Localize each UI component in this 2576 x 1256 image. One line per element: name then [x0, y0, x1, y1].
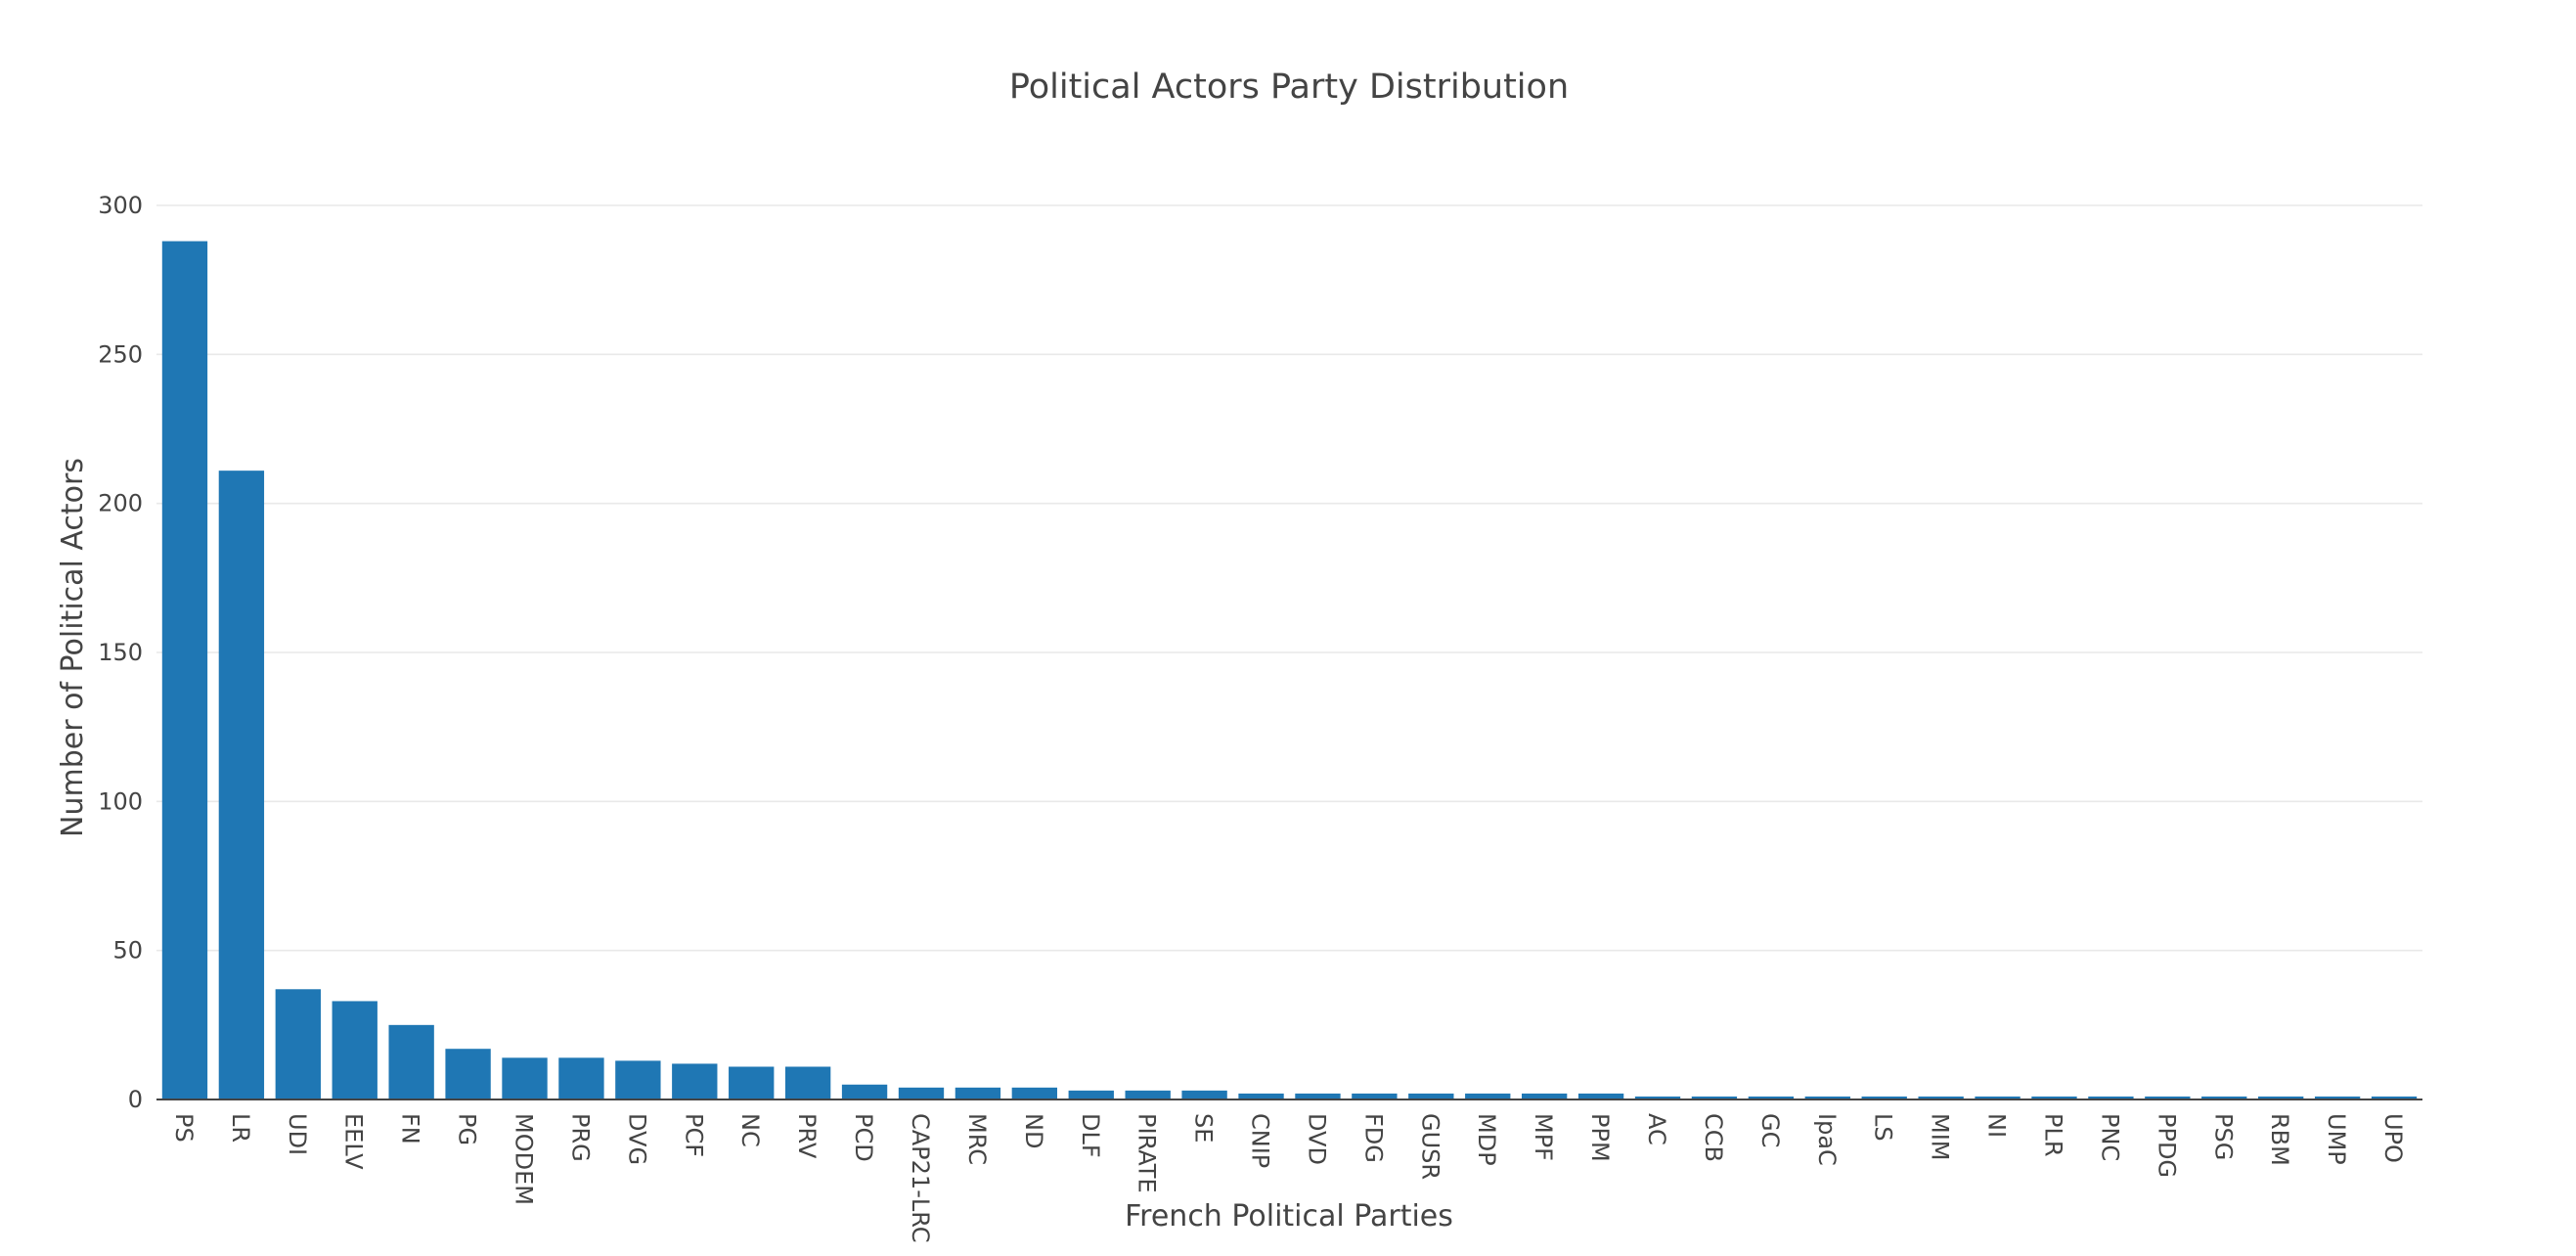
x-tick-label: PSG	[2209, 1113, 2237, 1160]
bar-dvd	[1295, 1093, 1341, 1099]
bar-gc	[1748, 1096, 1795, 1099]
bar-ppdg	[2145, 1096, 2191, 1099]
x-tick-label: MRC	[963, 1113, 991, 1165]
x-tick-label: MIM	[1927, 1113, 1954, 1161]
y-tick-label: 150	[98, 639, 143, 666]
bar-modem	[502, 1057, 548, 1099]
x-tick-label: RBM	[2266, 1113, 2293, 1166]
bar-dlf	[1068, 1090, 1114, 1099]
x-tick-label: PPDG	[2153, 1113, 2180, 1178]
bar-ipac	[1804, 1096, 1850, 1099]
bar-ump	[2314, 1096, 2361, 1099]
x-tick-label: PLR	[2039, 1113, 2066, 1157]
bar-udi	[275, 989, 321, 1099]
bar-dvg	[615, 1060, 661, 1099]
bar-prv	[784, 1066, 831, 1099]
y-tick-label: 250	[98, 340, 143, 368]
y-tick-label: 50	[112, 937, 143, 964]
x-tick-label: PRG	[566, 1113, 594, 1162]
bar-ccb	[1691, 1096, 1738, 1099]
bar-pirate	[1125, 1090, 1171, 1099]
bar-ps	[161, 241, 208, 1099]
bar-ppm	[1577, 1093, 1624, 1099]
x-tick-label: IpaC	[1813, 1113, 1841, 1166]
bar-prg	[558, 1057, 604, 1099]
bar-plr	[2031, 1096, 2077, 1099]
x-tick-label: PCF	[680, 1113, 707, 1157]
x-tick-label: GC	[1756, 1113, 1784, 1147]
bars	[161, 241, 2418, 1099]
x-tick-label: PNC	[2096, 1113, 2123, 1161]
bar-pcf	[672, 1063, 718, 1099]
bar-lr	[218, 471, 265, 1099]
bar-eelv	[332, 1001, 378, 1099]
bar-pcd	[841, 1084, 888, 1099]
gridlines	[156, 204, 2422, 952]
bar-upo	[2371, 1096, 2418, 1099]
x-tick-label: PCD	[850, 1113, 877, 1162]
bar-mim	[1918, 1096, 1964, 1099]
x-tick-label: MDP	[1473, 1113, 1500, 1166]
x-tick-label: DVG	[623, 1113, 650, 1165]
bar-ac	[1634, 1096, 1681, 1099]
bar-rbm	[2258, 1096, 2304, 1099]
x-tick-label: SE	[1190, 1113, 1218, 1143]
x-tick-label: CNIP	[1247, 1113, 1274, 1168]
bar-fn	[388, 1024, 434, 1099]
bar-ni	[1975, 1096, 2021, 1099]
x-tick-label: DVD	[1303, 1113, 1330, 1165]
x-tick-label: MODEM	[511, 1113, 538, 1205]
x-tick-label: MPF	[1530, 1113, 1557, 1161]
x-tick-label: NI	[1983, 1113, 2011, 1138]
x-tick-label: UMP	[2323, 1113, 2350, 1165]
x-tick-label: DLF	[1077, 1113, 1104, 1158]
bar-psg	[2201, 1096, 2247, 1099]
bar-se	[1181, 1090, 1227, 1099]
y-axis-ticks: 0 50 100 150 200 250 300	[98, 192, 143, 1113]
x-tick-label: UPO	[2379, 1113, 2407, 1163]
x-tick-label: PRV	[793, 1113, 821, 1159]
bar-nc	[729, 1066, 775, 1099]
y-tick-label: 100	[98, 787, 143, 815]
y-tick-label: 200	[98, 490, 143, 517]
x-tick-label: CAP21-LRC	[907, 1113, 934, 1242]
bar-ls	[1861, 1096, 1907, 1099]
bar-nd	[1011, 1087, 1058, 1099]
x-tick-label: PIRATE	[1133, 1113, 1161, 1193]
x-axis-ticks: PS LR UDI EELV FN PG MODEM PRG DVG PCF NC PRV PCD CAP…	[170, 1113, 2407, 1242]
y-axis-label: Number of Political Actors	[56, 458, 90, 837]
x-tick-label: ND	[1020, 1113, 1047, 1148]
bar-mpf	[1521, 1093, 1568, 1099]
bar-cap21-lrc	[898, 1087, 945, 1099]
x-tick-label: CCB	[1700, 1113, 1727, 1162]
bar-pnc	[2088, 1096, 2134, 1099]
x-tick-label: PG	[454, 1113, 481, 1145]
x-tick-label: LS	[1870, 1113, 1897, 1142]
chart-title: Political Actors Party Distribution	[1009, 67, 1569, 107]
x-tick-label: NC	[736, 1113, 764, 1147]
y-tick-label: 300	[98, 192, 143, 219]
x-tick-label: UDI	[284, 1113, 311, 1155]
x-tick-label: FDG	[1359, 1113, 1387, 1163]
bar-mrc	[955, 1087, 1001, 1099]
bar-fdg	[1352, 1093, 1398, 1099]
bar-mdp	[1465, 1093, 1511, 1099]
x-tick-label: LR	[227, 1113, 254, 1143]
x-tick-label: PS	[170, 1113, 198, 1143]
x-tick-label: AC	[1643, 1113, 1670, 1145]
x-tick-label: FN	[397, 1113, 424, 1144]
x-tick-label: PPM	[1586, 1113, 1614, 1162]
x-axis-label: French Political Parties	[1125, 1199, 1453, 1234]
bar-gusr	[1408, 1093, 1454, 1099]
y-tick-label: 0	[128, 1086, 143, 1113]
bar-pg	[445, 1049, 491, 1099]
x-tick-label: EELV	[340, 1113, 368, 1170]
bar-cnip	[1238, 1093, 1284, 1099]
x-tick-label: GUSR	[1416, 1113, 1443, 1180]
